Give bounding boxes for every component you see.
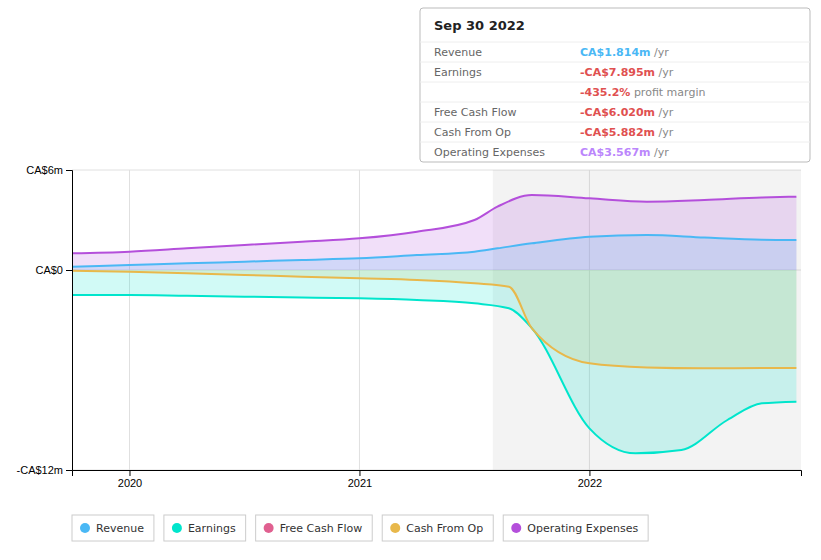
tooltip-separator bbox=[420, 62, 810, 63]
tooltip-separator bbox=[420, 42, 810, 43]
tooltip-label: Revenue bbox=[434, 46, 482, 59]
series-line bbox=[72, 271, 796, 369]
tooltip-separator bbox=[420, 142, 810, 143]
legend-label: Operating Expenses bbox=[527, 522, 638, 535]
legend-swatch bbox=[264, 523, 274, 533]
x-axis: 2020 2021 2022 bbox=[73, 470, 802, 489]
tooltip-value: -CA$5.882m bbox=[580, 126, 655, 139]
tooltip-label: Free Cash Flow bbox=[434, 106, 517, 119]
grid bbox=[72, 170, 801, 470]
legend-label: Free Cash Flow bbox=[280, 522, 363, 535]
tick-mark bbox=[66, 470, 72, 471]
tick: 2020 bbox=[118, 470, 142, 489]
tick-label: CA$6m bbox=[26, 164, 63, 176]
axis-line bbox=[66, 171, 73, 471]
legend-swatch bbox=[390, 523, 400, 533]
tick: CA$6m bbox=[26, 164, 72, 176]
tooltip-suffix: /yr bbox=[651, 146, 670, 159]
series-line bbox=[72, 295, 796, 453]
tooltip-row: -CA$5.882m /yr bbox=[580, 126, 674, 139]
marks bbox=[72, 170, 801, 470]
tooltip-suffix: profit margin bbox=[630, 86, 705, 99]
tooltip-label: Earnings bbox=[434, 66, 482, 79]
tooltip: Sep 30 2022 Revenue CA$1.814m /yr Earnings -… bbox=[420, 8, 810, 162]
tooltip-separator bbox=[420, 122, 810, 123]
tooltip-value: CA$1.814m bbox=[580, 46, 651, 59]
legend-swatch bbox=[172, 523, 182, 533]
tick: -CA$12m bbox=[17, 464, 72, 476]
tick: CA$0 bbox=[35, 264, 72, 276]
tick-mark bbox=[589, 470, 590, 476]
tick-label: 2021 bbox=[348, 477, 372, 489]
tick-mark bbox=[129, 470, 130, 476]
legend: Revenue Earnings Free Cash Flow Cash From O… bbox=[72, 515, 648, 541]
chart-svg: -CA$12m CA$0 CA$6m 2020 2021 2022 Sep 30 2022 R… bbox=[0, 0, 821, 560]
series-line bbox=[72, 195, 796, 253]
tooltip-row: -435.2% profit margin bbox=[580, 86, 705, 99]
tooltip-box bbox=[420, 8, 810, 162]
y-axis: -CA$12m CA$0 CA$6m bbox=[17, 164, 73, 476]
tooltip-separator bbox=[420, 82, 810, 83]
tooltip-title: Sep 30 2022 bbox=[434, 18, 525, 33]
tick-label: CA$0 bbox=[35, 264, 63, 276]
legend-item: Revenue bbox=[72, 515, 154, 541]
series-area bbox=[72, 195, 796, 270]
tooltip-suffix: /yr bbox=[651, 46, 670, 59]
tooltip-value: -435.2% bbox=[580, 86, 630, 99]
legend-item: Operating Expenses bbox=[503, 515, 648, 541]
legend-label: Revenue bbox=[96, 522, 144, 535]
grid-line-x bbox=[129, 170, 130, 470]
legend-box bbox=[72, 515, 154, 541]
legend-label: Earnings bbox=[188, 522, 236, 535]
tick-label: 2022 bbox=[578, 477, 602, 489]
tooltip-suffix: /yr bbox=[655, 106, 674, 119]
tooltip-suffix: /yr bbox=[655, 66, 674, 79]
legend-box bbox=[503, 515, 648, 541]
tick-label: 2020 bbox=[118, 477, 142, 489]
legend-box bbox=[164, 515, 246, 541]
tick: 2021 bbox=[348, 470, 372, 489]
tick-mark bbox=[66, 170, 72, 171]
tooltip-row: CA$1.814m /yr bbox=[580, 46, 669, 59]
tooltip-value: CA$3.567m bbox=[580, 146, 651, 159]
series-line bbox=[72, 235, 796, 267]
axis-line bbox=[73, 471, 802, 477]
tick-mark bbox=[66, 270, 72, 271]
tooltip-row: -CA$6.020m /yr bbox=[580, 106, 674, 119]
tooltip-separator bbox=[420, 102, 810, 103]
tooltip-label: Operating Expenses bbox=[434, 146, 545, 159]
series-area bbox=[72, 235, 796, 270]
legend-item: Cash From Op bbox=[382, 515, 493, 541]
legend-swatch bbox=[511, 523, 521, 533]
tooltip-value: -CA$6.020m bbox=[580, 106, 655, 119]
legend-label: Cash From Op bbox=[406, 522, 483, 535]
series-area bbox=[72, 270, 796, 453]
legend-item: Free Cash Flow bbox=[256, 515, 373, 541]
tooltip-label: Cash From Op bbox=[434, 126, 511, 139]
tick-mark bbox=[359, 470, 360, 476]
tooltip-value: -CA$7.895m bbox=[580, 66, 655, 79]
plot-area: -CA$12m CA$0 CA$6m 2020 2021 2022 bbox=[17, 164, 802, 489]
grid-line-x bbox=[359, 170, 360, 470]
tooltip-suffix: /yr bbox=[655, 126, 674, 139]
legend-box bbox=[256, 515, 373, 541]
legend-item: Earnings bbox=[164, 515, 246, 541]
tooltip-row: CA$3.567m /yr bbox=[580, 146, 669, 159]
tooltip-row: -CA$7.895m /yr bbox=[580, 66, 674, 79]
tick-label: -CA$12m bbox=[17, 464, 63, 476]
legend-swatch bbox=[80, 523, 90, 533]
tick: 2022 bbox=[578, 470, 602, 489]
legend-box bbox=[382, 515, 493, 541]
